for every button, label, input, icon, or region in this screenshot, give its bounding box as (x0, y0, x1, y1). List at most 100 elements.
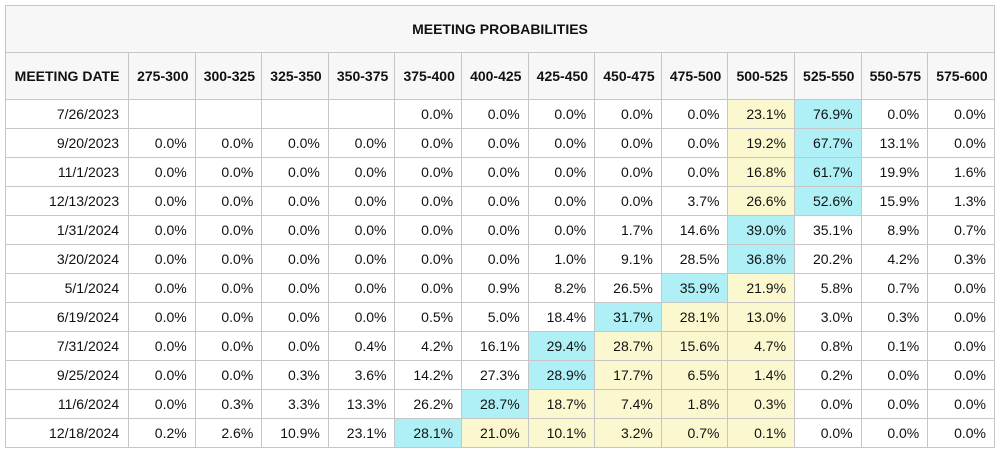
probability-cell: 0.2% (794, 360, 862, 390)
meeting-date-cell: 3/20/2024 (4, 244, 130, 274)
probability-cell (261, 99, 329, 129)
probability-cell: 0.0% (860, 360, 929, 390)
probability-cell: 28.1% (394, 418, 463, 448)
table-row: 3/20/2024 0.0% 0.0% 0.0% 0.0% 0.0% 0.0% 1.0% 9.1… (4, 244, 995, 274)
meeting-date-cell: 5/1/2024 (4, 273, 130, 303)
probability-cell: 3.2% (594, 418, 662, 448)
probability-cell: 14.2% (394, 360, 463, 390)
probability-cell: 3.3% (261, 389, 329, 419)
meeting-date-cell: 9/20/2023 (4, 128, 130, 158)
meeting-date-cell: 7/31/2024 (4, 331, 130, 361)
probability-cell: 16.1% (461, 331, 529, 361)
probability-cell: 21.0% (461, 418, 529, 448)
probability-cell: 28.7% (594, 331, 662, 361)
probability-cell: 28.5% (660, 244, 729, 274)
probability-cell: 0.0% (194, 273, 263, 303)
probability-cell: 0.0% (527, 215, 596, 245)
probability-cell: 0.0% (394, 244, 463, 274)
probability-cell: 0.0% (128, 302, 196, 332)
meeting-date-cell: 11/1/2023 (4, 157, 130, 187)
probability-cell: 0.0% (128, 389, 196, 419)
probability-cell: 0.3% (927, 244, 995, 274)
table-row: 9/20/2023 0.0% 0.0% 0.0% 0.0% 0.0% 0.0% 0.0% 0.0… (4, 128, 995, 158)
meeting-date-header: MEETING DATE (4, 52, 130, 100)
probability-cell: 0.0% (194, 128, 263, 158)
probability-cell: 0.0% (927, 418, 995, 448)
probability-cell: 0.0% (194, 157, 263, 187)
probability-cell: 0.1% (727, 418, 796, 448)
probability-cell: 18.7% (527, 389, 596, 419)
meeting-date-cell: 12/13/2023 (4, 186, 130, 216)
probability-cell: 28.1% (660, 302, 729, 332)
probability-cell: 0.0% (860, 389, 929, 419)
probability-cell: 5.8% (794, 273, 862, 303)
probability-cell: 36.8% (727, 244, 796, 274)
probability-cell: 0.0% (660, 157, 729, 187)
meeting-date-cell: 6/19/2024 (4, 302, 130, 332)
probability-cell: 0.0% (261, 302, 329, 332)
probability-cell: 13.3% (327, 389, 396, 419)
probability-cell: 0.0% (261, 215, 329, 245)
probability-cell: 0.0% (261, 128, 329, 158)
probability-cell: 0.0% (394, 215, 463, 245)
probability-cell: 19.9% (860, 157, 929, 187)
probability-cell: 0.0% (527, 99, 596, 129)
probability-cell: 0.0% (327, 157, 396, 187)
probability-cell: 0.0% (394, 186, 463, 216)
probability-cell: 3.7% (660, 186, 729, 216)
probability-cell: 39.0% (727, 215, 796, 245)
probability-cell: 1.0% (527, 244, 596, 274)
rate-range-header: 575-600 (927, 52, 995, 100)
probability-cell: 0.7% (860, 273, 929, 303)
probability-cell: 0.0% (194, 360, 263, 390)
rate-range-header: 475-500 (660, 52, 729, 100)
probability-cell: 16.8% (727, 157, 796, 187)
probability-cell: 0.2% (128, 418, 196, 448)
probability-cell: 14.6% (660, 215, 729, 245)
probability-cell: 0.0% (261, 157, 329, 187)
table-row: 12/18/2024 0.2% 2.6% 10.9% 23.1% 28.1% 21.0% 10… (4, 418, 995, 448)
probability-cell: 0.3% (194, 389, 263, 419)
probability-cell: 28.9% (527, 360, 596, 390)
rate-range-header: 300-325 (194, 52, 263, 100)
probability-cell: 76.9% (794, 99, 862, 129)
rate-range-header: 425-450 (527, 52, 596, 100)
probability-cell: 0.0% (860, 418, 929, 448)
probability-cell: 0.0% (394, 273, 463, 303)
probability-cell: 28.7% (461, 389, 529, 419)
meeting-date-cell: 9/25/2024 (4, 360, 130, 390)
probability-cell: 1.4% (727, 360, 796, 390)
probability-cell (128, 99, 196, 129)
probability-cell: 0.0% (794, 389, 862, 419)
probability-cell: 10.1% (527, 418, 596, 448)
probability-cell: 0.3% (860, 302, 929, 332)
probability-cell: 18.4% (527, 302, 596, 332)
probability-cell: 0.1% (860, 331, 929, 361)
probability-cell (327, 99, 396, 129)
probability-cell: 0.0% (128, 215, 196, 245)
probability-cell: 23.1% (327, 418, 396, 448)
probability-cell: 13.0% (727, 302, 796, 332)
probability-cell: 35.9% (660, 273, 729, 303)
probability-cell: 0.3% (261, 360, 329, 390)
probability-cell: 0.0% (261, 186, 329, 216)
probability-cell: 26.6% (727, 186, 796, 216)
probability-cell: 23.1% (727, 99, 796, 129)
probability-cell: 0.0% (927, 360, 995, 390)
rate-range-header: 500-525 (727, 52, 796, 100)
probability-cell: 0.0% (927, 273, 995, 303)
probability-cell: 29.4% (527, 331, 596, 361)
probability-cell: 27.3% (461, 360, 529, 390)
column-header-row: MEETING DATE 275-300 300-325 325-350 350-37… (4, 52, 995, 100)
probability-cell: 8.2% (527, 273, 596, 303)
title-row: MEETING PROBABILITIES (5, 5, 995, 53)
probability-cell: 0.0% (128, 331, 196, 361)
probability-cell: 1.7% (594, 215, 662, 245)
probability-cell: 0.0% (194, 215, 263, 245)
probability-cell: 0.0% (927, 99, 995, 129)
probability-cell: 0.0% (660, 128, 729, 158)
table-title: MEETING PROBABILITIES (5, 5, 995, 53)
probability-cell: 0.0% (261, 244, 329, 274)
rate-range-header: 550-575 (860, 52, 929, 100)
probability-cell: 0.0% (194, 244, 263, 274)
